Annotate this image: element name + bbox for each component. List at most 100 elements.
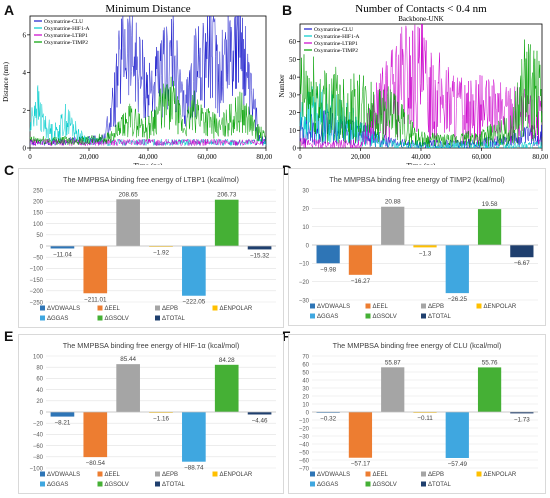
legend-label: ΔEEL [373,304,389,310]
legend-label: ΔGSOLV [373,482,397,488]
legend-swatch [421,313,426,319]
x-tick-label: 80,000 [532,153,548,161]
legend-label: ΔTOTAL [428,482,451,488]
legend-label: ΔGGAS [317,314,338,320]
data-label: −6.67 [514,260,530,267]
bar [83,246,108,294]
y-tick-label: 200 [33,200,44,206]
bar [316,412,340,413]
data-label: 55.87 [385,359,401,366]
y-tick-label: 0 [306,243,310,249]
x-tick-label: 60,000 [472,153,492,161]
y-axis-label: Distance (nm) [2,61,10,102]
legend-swatch [40,471,45,477]
legend-label: ΔGSOLV [105,482,129,488]
legend-swatch [421,471,426,477]
y-tick-label: −10 [299,418,310,424]
y-tick-label: −40 [33,433,44,439]
legend-label: ΔEEL [373,472,389,478]
x-tick-label: 0 [28,153,32,161]
legend-swatch [476,303,482,309]
y-tick-label: −20 [33,422,44,428]
chart-title: The MMPBSA binding free energy of HIF-1α… [63,341,240,350]
legend-label: Oxymatrine-TIMP2 [314,48,358,54]
data-label: −8.21 [54,420,70,427]
y-tick-label: 2 [23,107,27,115]
legend-label: Oxymatrine-HIF1-A [44,26,90,32]
legend-label: ΔENPOLAR [220,472,253,478]
y-tick-label: −20 [299,426,310,432]
legend-label: ΔTOTAL [162,482,185,488]
panel-letter-c: C [4,162,15,178]
bar [116,199,140,246]
y-tick-label: −50 [299,450,310,456]
legend-label: ΔTOTAL [428,314,451,320]
panel-letter-f: F [282,328,291,344]
bar [247,412,272,415]
legend-swatch [155,471,160,477]
y-tick-label: 10 [302,225,309,231]
legend-label: ΔEPB [428,304,444,310]
y-tick-label: −80 [33,455,44,461]
y-tick-label: −30 [299,298,310,304]
bar [182,246,206,296]
chart-a-minimum-distance: Minimum Distance 0 20,000 40,000 60,000 80,00… [2,3,272,165]
y-tick-label: 20 [289,109,297,117]
legend-label: ΔEEL [105,472,121,478]
legend-label: ΔTOTAL [162,316,185,322]
data-label: −80.54 [86,460,106,467]
y-tick-label: 30 [302,188,309,194]
y-tick-label: 20 [302,394,309,400]
x-tick-label: 0 [298,153,302,161]
data-label: −0.11 [417,415,433,422]
legend-swatch [212,305,218,311]
y-tick-label: 0 [23,145,27,153]
chart-title: Number of Contacts < 0.4 nm [355,3,487,15]
data-label: −222.05 [182,299,205,306]
chart-title: The MMPBSA binding free energy of LTBP1 … [63,175,239,184]
data-label: 208.65 [119,191,139,198]
y-tick-label: 30 [289,91,297,99]
series-line [299,83,543,149]
bar [214,364,239,412]
bar [477,209,502,245]
legend-swatch [310,303,315,309]
panel-letter-a: A [4,2,15,18]
bar [116,364,140,412]
bar [182,412,206,462]
data-label: −211.01 [84,296,107,303]
data-label: −1.73 [514,416,530,423]
legend-swatch [155,305,160,311]
data-label: −1.3 [419,250,432,257]
legend-swatch [40,315,45,321]
legend-swatch [97,481,103,487]
data-label: −4.46 [252,417,268,424]
chart-c-ltbp1-energy: The MMPBSA binding free energy of LTBP1 … [18,168,284,328]
bar [50,412,75,417]
y-tick-label: 50 [36,233,43,239]
data-label: 20.88 [385,199,401,206]
y-tick-label: 60 [36,377,43,383]
legend-label: Oxymatrine-LTBP1 [44,33,88,39]
y-tick-label: 0 [306,410,310,416]
y-tick-label: −40 [299,442,310,448]
legend-label: ΔGGAS [317,482,338,488]
legend-label: ΔEPB [162,306,178,312]
data-label: −1.92 [153,249,169,256]
y-tick-label: −100 [29,267,43,273]
bar [83,412,108,458]
chart-d-timp2-energy: The MMPBSA binding free energy of TIMP2 … [288,168,546,326]
legend-label: ΔEPB [162,472,178,478]
legend-label: ΔVDWAALS [317,472,350,478]
y-tick-label: 20 [36,399,43,405]
legend-swatch [310,313,315,319]
legend-swatch [40,305,45,311]
bar [413,245,437,248]
legend-label: ΔVDWAALS [47,472,80,478]
chart-f-clu-energy: The MMPBSA binding free energy of CLU (k… [288,334,546,494]
y-tick-label: 60 [302,362,309,368]
series-line [29,138,267,147]
y-tick-label: 20 [302,207,309,213]
x-axis-label: Time (ps) [406,161,436,165]
y-tick-label: −200 [29,289,43,295]
